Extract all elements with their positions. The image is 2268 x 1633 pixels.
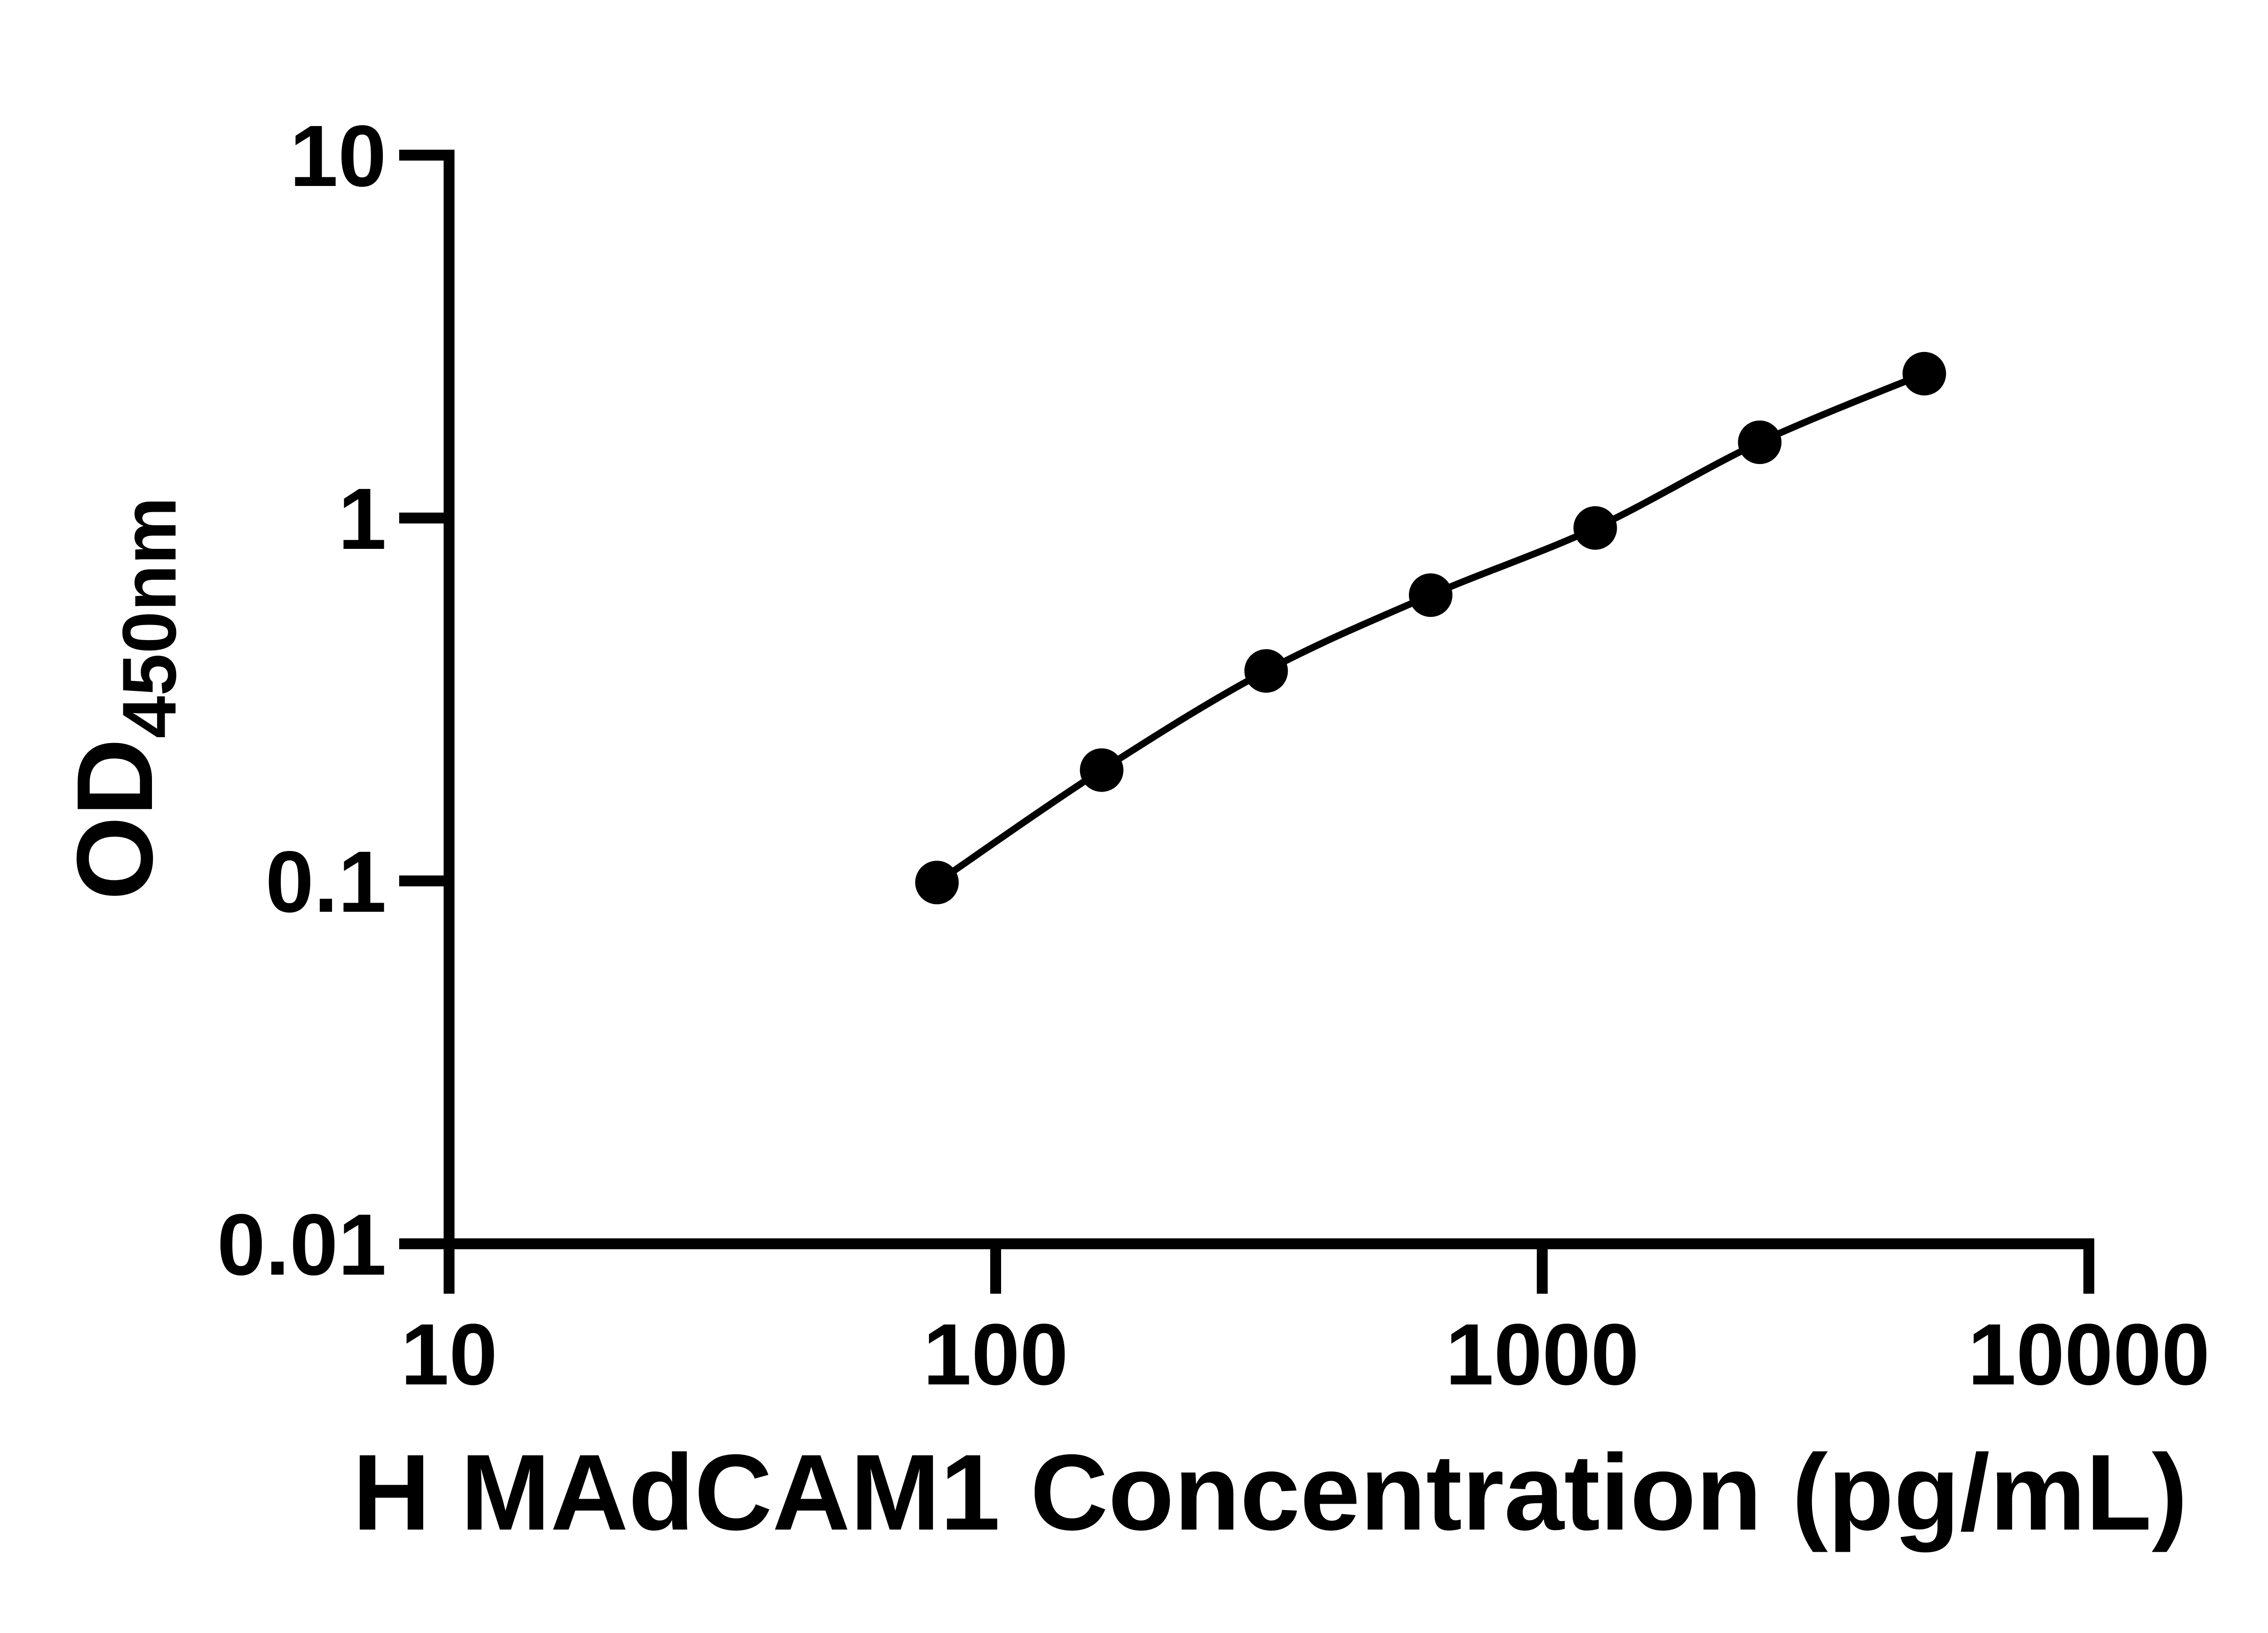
data-point — [915, 861, 959, 905]
data-points — [915, 352, 1946, 905]
axes — [399, 150, 2094, 1294]
x-tick-label: 100 — [923, 1305, 1068, 1403]
x-tick-label: 10000 — [1968, 1305, 2210, 1403]
data-point — [1409, 573, 1452, 617]
data-point — [1573, 506, 1617, 550]
data-point — [1902, 352, 1946, 396]
data-point — [1080, 748, 1124, 792]
y-tick-label: 1 — [338, 470, 386, 567]
y-axis-title-main: OD — [55, 738, 175, 900]
y-axis-title-subscript: 450nm — [107, 497, 192, 738]
y-axis-title: OD450nm — [55, 497, 192, 900]
y-tick-label: 0.01 — [217, 1196, 386, 1293]
x-axis-title: H MAdCAM1 Concentration (pg/mL) — [352, 1433, 2188, 1553]
x-tick-label: 10 — [401, 1305, 498, 1403]
y-tick-label: 10 — [289, 107, 386, 205]
data-point — [1244, 649, 1288, 693]
data-point — [1738, 420, 1782, 464]
x-tick-label: 1000 — [1445, 1305, 1639, 1403]
y-tick-label: 0.1 — [265, 833, 386, 930]
plot-area — [915, 352, 1946, 905]
